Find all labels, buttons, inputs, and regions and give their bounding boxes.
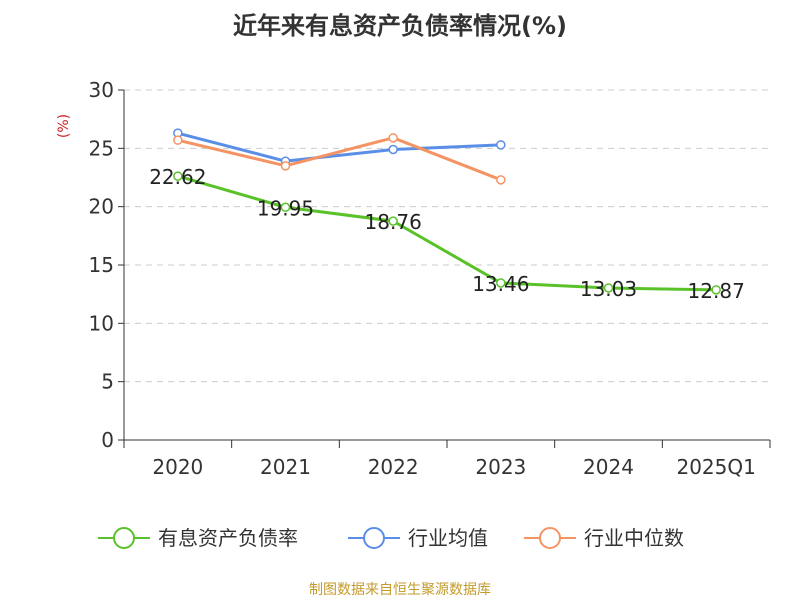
data-point (388, 133, 398, 143)
x-tick-label: 2021 (260, 455, 311, 479)
data-label: 22.62 (149, 165, 206, 189)
legend-marker (539, 527, 561, 549)
data-point (711, 285, 721, 295)
series-line-0 (177, 174, 717, 292)
chart-title: 近年来有息资产负债率情况(%) (233, 12, 567, 40)
data-point (173, 135, 183, 145)
grid (124, 89, 770, 383)
data-point (496, 278, 506, 288)
legend-label: 有息资产负债率 (158, 526, 298, 550)
x-tick-label: 2025Q1 (676, 455, 755, 479)
legend-marker (113, 527, 135, 549)
x-tick-label: 2024 (583, 455, 634, 479)
x-tick-label: 2022 (368, 455, 419, 479)
source-footer: 制图数据来自恒生聚源数据库 (309, 582, 491, 598)
y-tick-label: 30 (89, 78, 114, 102)
data-label: 13.46 (472, 272, 529, 296)
y-tick-label: 25 (89, 136, 114, 160)
y-tick-label: 20 (89, 195, 114, 219)
data-label: 12.87 (688, 279, 745, 303)
series-line-1 (177, 131, 501, 163)
data-point (388, 144, 398, 155)
data-point (496, 175, 506, 185)
legend-marker (363, 527, 385, 549)
data-point (280, 161, 291, 171)
y-tick-label: 15 (89, 253, 114, 277)
legend-label: 行业均值 (408, 526, 488, 550)
y-tick-label: 10 (89, 311, 114, 335)
series-line-2 (177, 136, 502, 182)
y-tick-label: 0 (101, 428, 114, 452)
data-point (388, 216, 398, 226)
x-tick-label: 2023 (475, 455, 526, 479)
series: 22.62 19.95 18.76 13.46 13.03 12.87 (149, 128, 745, 303)
data-point (603, 283, 614, 293)
data-point (280, 202, 291, 212)
data-label: 13.03 (580, 277, 637, 301)
data-point (496, 140, 506, 150)
y-axis-label: (%) (56, 114, 72, 138)
data-point (173, 171, 183, 181)
data-label: 18.76 (365, 210, 422, 234)
y-tick-label: 5 (101, 370, 114, 394)
legend: 有息资产负债率 行业均值 行业中位数 (98, 526, 684, 550)
x-tick-label: 2020 (152, 455, 203, 479)
data-label: 19.95 (257, 196, 314, 220)
legend-label: 行业中位数 (584, 526, 684, 550)
axes: 0 5 10 15 20 25 30 2020 2021 2022 2023 2024 2025Q1 (89, 78, 771, 479)
